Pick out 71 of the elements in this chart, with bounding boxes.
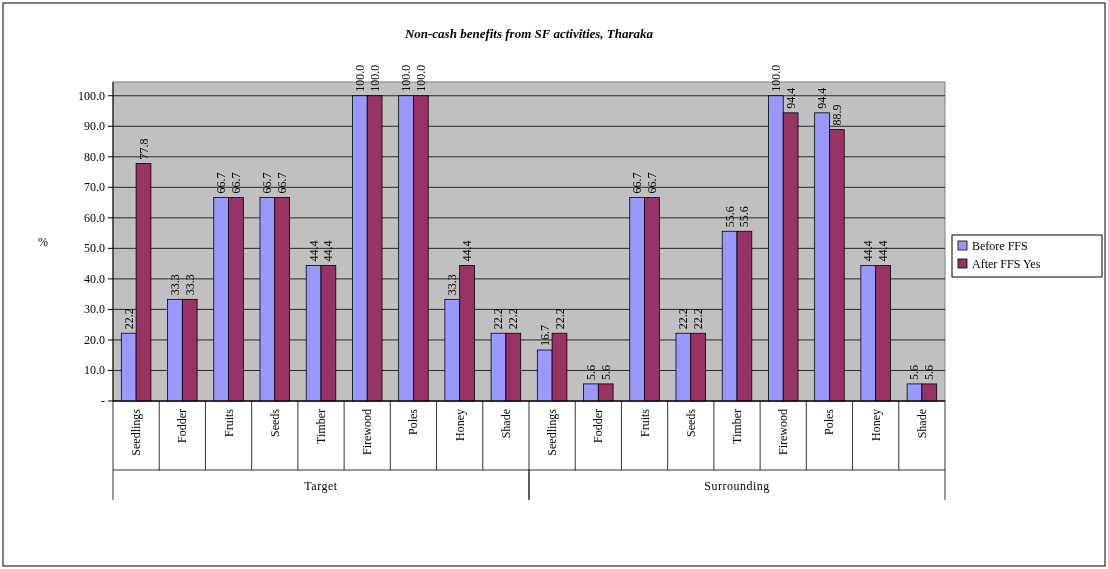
x-tick-label: Fruits — [637, 408, 652, 438]
data-label: 5.6 — [922, 364, 937, 380]
data-label: 100.0 — [352, 64, 367, 92]
x-tick-label: Firewood — [776, 409, 791, 455]
data-label: 66.7 — [214, 172, 229, 194]
data-label: 33.3 — [445, 274, 460, 296]
x-tick-label: Shade — [914, 409, 929, 439]
data-label: 100.0 — [367, 64, 382, 92]
x-tick-label: Timber — [314, 409, 328, 444]
data-label: 5.6 — [598, 364, 613, 380]
y-tick-label: 100.0 — [78, 88, 105, 103]
data-label: 66.7 — [275, 172, 290, 194]
data-label: 94.4 — [783, 87, 798, 109]
data-label: 94.4 — [815, 87, 830, 109]
legend-label: After FFS Yes — [972, 257, 1041, 271]
data-label: 44.4 — [876, 240, 891, 262]
data-label: 66.7 — [228, 172, 243, 194]
data-label: 22.2 — [121, 308, 136, 330]
data-label: 66.7 — [260, 172, 275, 194]
y-tick-label: 90.0 — [84, 119, 105, 134]
data-label: 22.2 — [552, 308, 567, 330]
data-label: 66.7 — [644, 172, 659, 194]
x-tick-label: Firewood — [360, 409, 375, 455]
y-tick-label: 70.0 — [84, 180, 105, 195]
data-label: 22.2 — [491, 308, 506, 330]
data-label: 22.2 — [691, 308, 706, 330]
x-tick-label: Shade — [498, 409, 513, 439]
x-tick-label: Seedlings — [545, 408, 560, 456]
y-tick-label: 30.0 — [84, 302, 105, 317]
x-tick-label: Timber — [730, 409, 744, 444]
data-label: 55.6 — [722, 206, 737, 228]
x-tick-label: Fodder — [175, 409, 190, 443]
data-label: 33.3 — [167, 274, 182, 296]
data-label: 5.6 — [907, 364, 922, 380]
x-tick-label: Poles — [406, 408, 421, 436]
y-tick-label: 40.0 — [84, 271, 105, 286]
data-label: 16.7 — [537, 325, 552, 347]
data-label: 88.9 — [829, 104, 844, 126]
y-tick-label: 50.0 — [84, 241, 105, 256]
chart-title: Non-cash benefits from SF activities, Tharaka — [403, 26, 654, 41]
y-tick-label: 20.0 — [84, 332, 105, 347]
text: Surrounding — [704, 479, 770, 493]
data-label: 44.4 — [306, 240, 321, 262]
data-label: 77.8 — [136, 138, 151, 160]
x-tick-label: Poles — [822, 408, 837, 436]
y-tick-label: 60.0 — [84, 210, 105, 225]
text: Target — [304, 479, 338, 493]
data-label: 33.3 — [182, 274, 197, 296]
x-tick-label: Honey — [868, 409, 883, 441]
data-label: 44.4 — [861, 240, 876, 262]
x-tick-label: Seeds — [267, 408, 282, 437]
data-label: 5.6 — [583, 364, 598, 380]
y-axis-title: % — [38, 234, 48, 249]
data-label: 100.0 — [413, 64, 428, 92]
y-tick-label: 80.0 — [84, 149, 105, 164]
x-tick-label: Seedlings — [129, 408, 144, 456]
y-tick-label: 10.0 — [84, 363, 105, 378]
data-label: 100.0 — [768, 64, 783, 92]
legend-label: Before FFS — [972, 239, 1028, 253]
y-tick-label: - — [101, 394, 105, 408]
data-label: 100.0 — [399, 64, 414, 92]
x-tick-label: Fruits — [221, 408, 236, 438]
data-label: 44.4 — [321, 240, 336, 262]
data-label: 22.2 — [676, 308, 691, 330]
x-tick-label: Fodder — [591, 409, 606, 443]
data-label: 66.7 — [630, 172, 645, 194]
data-label: 22.2 — [506, 308, 521, 330]
data-label: 55.6 — [737, 206, 752, 228]
data-label: 44.4 — [460, 240, 475, 262]
x-tick-label: Honey — [452, 409, 467, 441]
x-tick-label: Seeds — [683, 408, 698, 437]
